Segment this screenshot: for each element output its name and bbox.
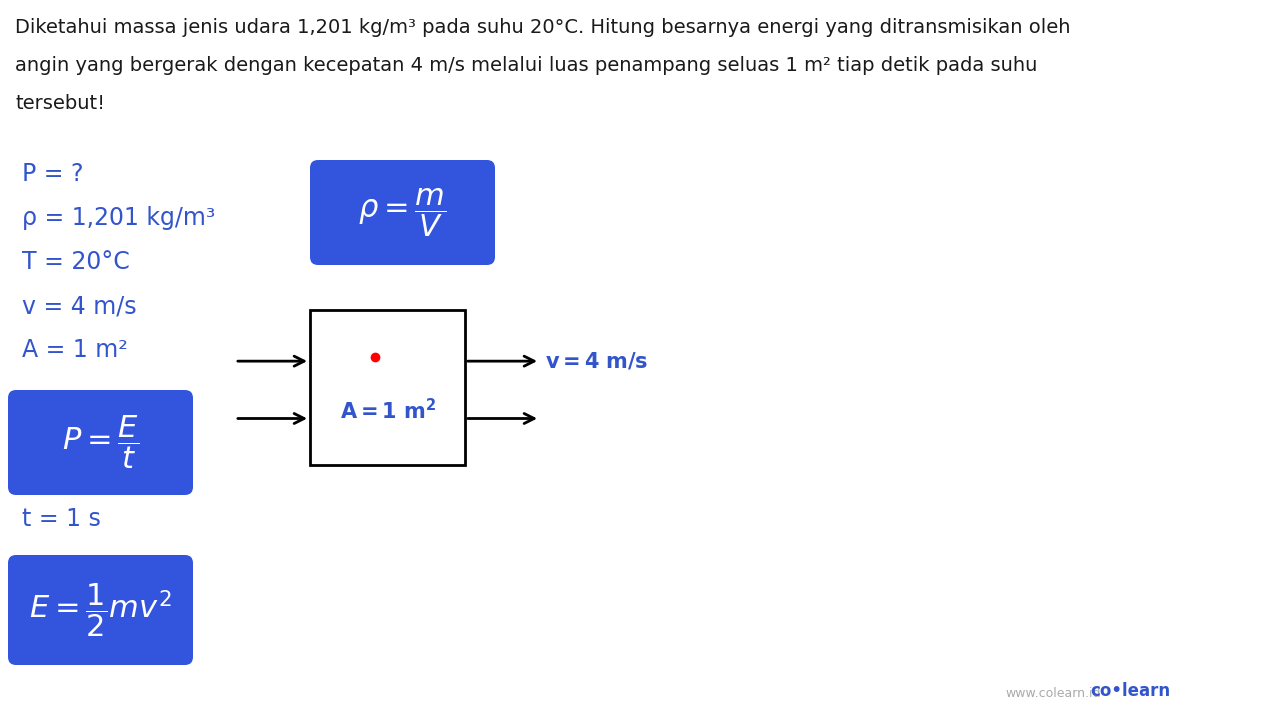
Text: $E = \dfrac{1}{2}mv^2$: $E = \dfrac{1}{2}mv^2$ (29, 581, 172, 639)
Text: $\mathbf{A = 1\ m^2}$: $\mathbf{A = 1\ m^2}$ (339, 398, 435, 423)
Text: v = 4 m/s: v = 4 m/s (22, 294, 137, 318)
FancyBboxPatch shape (310, 160, 495, 265)
FancyBboxPatch shape (8, 555, 193, 665)
Text: ρ = 1,201 kg/m³: ρ = 1,201 kg/m³ (22, 206, 215, 230)
Text: $P = \dfrac{E}{t}$: $P = \dfrac{E}{t}$ (61, 414, 140, 472)
Text: T = 20°C: T = 20°C (22, 250, 129, 274)
Text: angin yang bergerak dengan kecepatan 4 m/s melalui luas penampang seluas 1 m² ti: angin yang bergerak dengan kecepatan 4 m… (15, 56, 1037, 75)
Text: tersebut!: tersebut! (15, 94, 105, 113)
Text: co•learn: co•learn (1091, 682, 1170, 700)
Text: Diketahui massa jenis udara 1,201 kg/m³ pada suhu 20°C. Hitung besarnya energi y: Diketahui massa jenis udara 1,201 kg/m³ … (15, 18, 1070, 37)
Bar (310, 310, 465, 465)
Text: $\rho = \dfrac{m}{V}$: $\rho = \dfrac{m}{V}$ (358, 186, 447, 239)
Text: P = ?: P = ? (22, 162, 83, 186)
Text: t = 1 s: t = 1 s (22, 507, 101, 531)
Text: $\mathbf{v = 4\ m/s}$: $\mathbf{v = 4\ m/s}$ (545, 351, 649, 372)
Text: A = 1 m²: A = 1 m² (22, 338, 128, 362)
FancyBboxPatch shape (8, 390, 193, 495)
Text: www.colearn.id: www.colearn.id (1005, 687, 1101, 700)
